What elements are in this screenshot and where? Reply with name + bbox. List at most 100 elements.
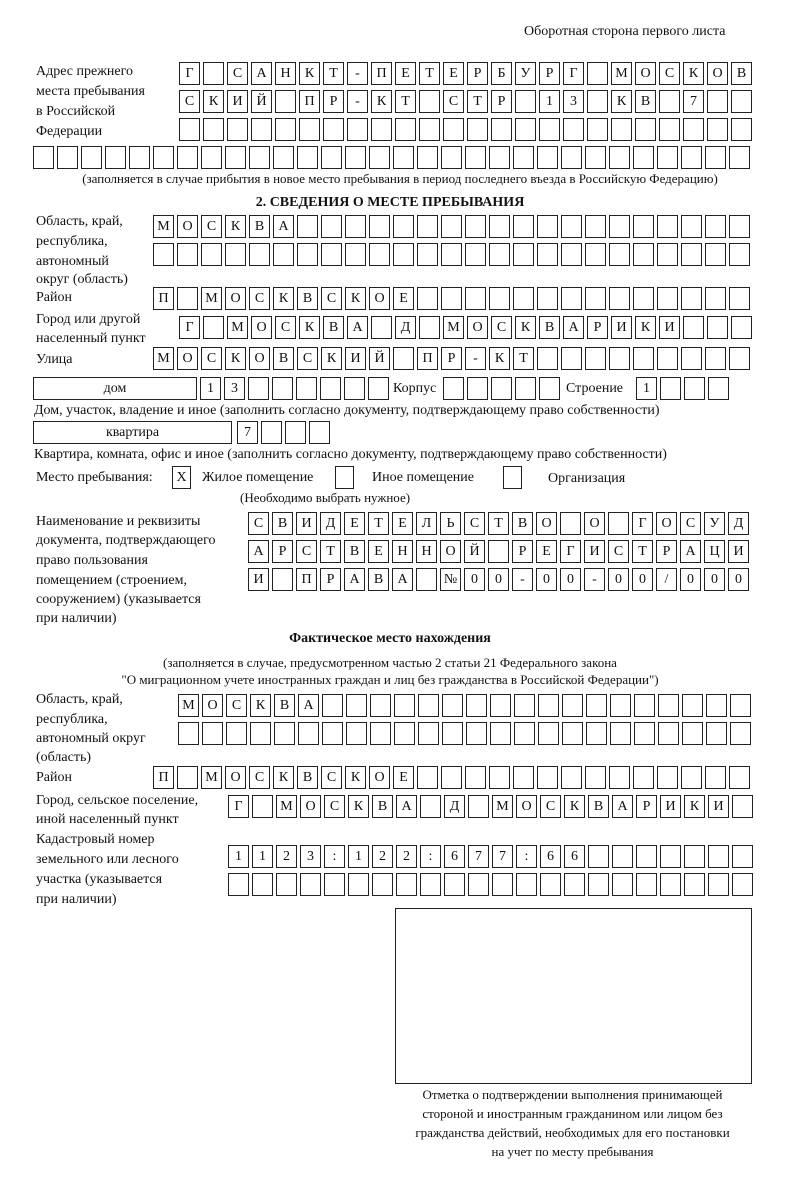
char-cell[interactable]: О — [707, 62, 728, 85]
char-cell[interactable] — [489, 215, 510, 238]
char-cell[interactable]: / — [656, 568, 677, 591]
char-cell[interactable]: 1 — [539, 90, 560, 113]
char-cell[interactable] — [681, 287, 702, 310]
char-cell[interactable] — [417, 287, 438, 310]
char-cell[interactable]: С — [179, 90, 200, 113]
char-cell[interactable] — [320, 377, 341, 400]
char-cell[interactable]: С — [249, 766, 270, 789]
char-cell[interactable] — [248, 377, 269, 400]
char-cell[interactable] — [417, 215, 438, 238]
char-cell[interactable]: 0 — [488, 568, 509, 591]
char-cell[interactable] — [705, 347, 726, 370]
char-cell[interactable] — [659, 118, 680, 141]
char-cell[interactable] — [443, 118, 464, 141]
char-cell[interactable]: А — [396, 795, 417, 818]
char-cell[interactable] — [708, 377, 729, 400]
char-cell[interactable] — [681, 766, 702, 789]
char-cell[interactable] — [33, 146, 54, 169]
char-cell[interactable]: В — [512, 512, 533, 535]
char-cell[interactable] — [81, 146, 102, 169]
char-cell[interactable]: П — [296, 568, 317, 591]
char-cell[interactable] — [394, 722, 415, 745]
char-cell[interactable]: С — [201, 347, 222, 370]
char-cell[interactable] — [731, 316, 752, 339]
char-cell[interactable] — [537, 347, 558, 370]
char-cell[interactable]: К — [489, 347, 510, 370]
char-cell[interactable] — [177, 146, 198, 169]
char-cell[interactable] — [57, 146, 78, 169]
char-cell[interactable]: С — [321, 766, 342, 789]
char-cell[interactable] — [393, 243, 414, 266]
char-cell[interactable]: О — [202, 694, 223, 717]
char-cell[interactable] — [684, 377, 705, 400]
char-cell[interactable]: Д — [395, 316, 416, 339]
char-cell[interactable] — [633, 287, 654, 310]
char-cell[interactable]: А — [298, 694, 319, 717]
char-cell[interactable]: С — [540, 795, 561, 818]
char-cell[interactable]: К — [684, 795, 705, 818]
char-cell[interactable]: О — [369, 766, 390, 789]
char-cell[interactable] — [490, 694, 511, 717]
char-cell[interactable]: О — [225, 287, 246, 310]
char-cell[interactable]: С — [659, 62, 680, 85]
char-cell[interactable] — [285, 421, 306, 444]
char-cell[interactable]: 1 — [228, 845, 249, 868]
char-cell[interactable]: 7 — [492, 845, 513, 868]
char-cell[interactable] — [309, 421, 330, 444]
char-cell[interactable] — [346, 722, 367, 745]
char-cell[interactable] — [370, 722, 391, 745]
char-cell[interactable]: Р — [441, 347, 462, 370]
char-cell[interactable]: Р — [491, 90, 512, 113]
char-cell[interactable]: Е — [395, 62, 416, 85]
char-cell[interactable]: Р — [539, 62, 560, 85]
char-cell[interactable]: С — [324, 795, 345, 818]
char-cell[interactable]: С — [608, 540, 629, 563]
char-cell[interactable]: К — [348, 795, 369, 818]
char-cell[interactable] — [368, 377, 389, 400]
char-cell[interactable]: А — [392, 568, 413, 591]
char-cell[interactable] — [417, 243, 438, 266]
char-cell[interactable]: Р — [272, 540, 293, 563]
char-cell[interactable] — [417, 766, 438, 789]
char-cell[interactable]: 0 — [680, 568, 701, 591]
char-cell[interactable]: К — [299, 62, 320, 85]
char-cell[interactable]: Й — [369, 347, 390, 370]
char-cell[interactable] — [396, 873, 417, 896]
char-cell[interactable] — [537, 146, 558, 169]
char-cell[interactable]: В — [273, 347, 294, 370]
char-cell[interactable]: П — [371, 62, 392, 85]
char-cell[interactable] — [345, 215, 366, 238]
char-cell[interactable] — [657, 243, 678, 266]
char-cell[interactable] — [585, 347, 606, 370]
char-cell[interactable]: Т — [488, 512, 509, 535]
char-cell[interactable] — [272, 377, 293, 400]
char-cell[interactable] — [537, 243, 558, 266]
char-cell[interactable] — [660, 873, 681, 896]
char-cell[interactable] — [633, 243, 654, 266]
char-cell[interactable] — [252, 795, 273, 818]
char-cell[interactable] — [513, 215, 534, 238]
char-cell[interactable] — [707, 118, 728, 141]
char-cell[interactable] — [467, 377, 488, 400]
char-cell[interactable]: К — [635, 316, 656, 339]
char-cell[interactable]: С — [443, 90, 464, 113]
char-cell[interactable]: Д — [320, 512, 341, 535]
char-cell[interactable] — [705, 215, 726, 238]
char-cell[interactable]: К — [225, 215, 246, 238]
char-cell[interactable] — [444, 873, 465, 896]
char-cell[interactable] — [225, 146, 246, 169]
char-cell[interactable] — [732, 873, 753, 896]
char-cell[interactable]: И — [708, 795, 729, 818]
char-cell[interactable] — [275, 118, 296, 141]
char-cell[interactable] — [250, 722, 271, 745]
char-cell[interactable] — [489, 243, 510, 266]
char-cell[interactable] — [657, 766, 678, 789]
char-cell[interactable] — [323, 118, 344, 141]
char-cell[interactable] — [729, 146, 750, 169]
char-cell[interactable] — [588, 845, 609, 868]
char-cell[interactable] — [370, 694, 391, 717]
char-cell[interactable]: 6 — [540, 845, 561, 868]
char-cell[interactable]: К — [683, 62, 704, 85]
char-cell[interactable] — [707, 316, 728, 339]
char-cell[interactable] — [561, 287, 582, 310]
